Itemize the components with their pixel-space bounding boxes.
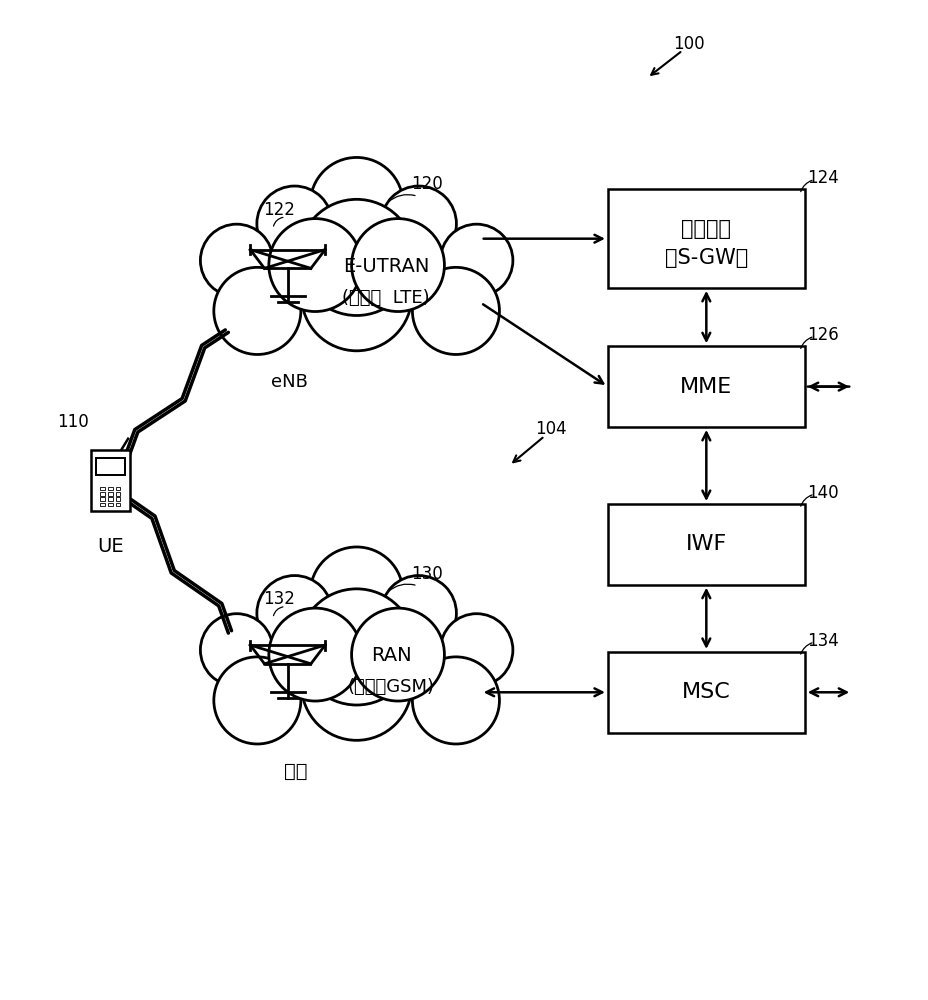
Circle shape: [351, 608, 444, 701]
Text: 110: 110: [57, 413, 88, 431]
Text: UE: UE: [97, 537, 123, 556]
Circle shape: [213, 267, 301, 354]
Circle shape: [213, 657, 301, 744]
Text: 服务网关: 服务网关: [680, 219, 730, 239]
Bar: [91, 450, 130, 511]
Circle shape: [268, 219, 361, 312]
Text: (例如，GSM): (例如，GSM): [347, 678, 434, 696]
Circle shape: [380, 186, 456, 262]
Circle shape: [310, 547, 403, 640]
Text: 134: 134: [806, 632, 838, 650]
Text: 124: 124: [806, 169, 838, 187]
Circle shape: [440, 224, 512, 297]
Text: (例如，  LTE): (例如， LTE): [342, 289, 430, 307]
Circle shape: [256, 576, 332, 651]
Bar: [100, 492, 105, 496]
Circle shape: [412, 657, 499, 744]
Text: 130: 130: [410, 565, 442, 583]
Circle shape: [302, 630, 411, 740]
Bar: [108, 487, 112, 490]
Text: 104: 104: [535, 420, 566, 438]
Text: 100: 100: [672, 35, 703, 53]
Circle shape: [298, 199, 414, 315]
Bar: [100, 497, 105, 501]
Circle shape: [298, 589, 414, 705]
Circle shape: [200, 614, 273, 686]
Text: MSC: MSC: [681, 682, 730, 702]
Bar: [108, 503, 112, 506]
Circle shape: [200, 224, 273, 297]
Bar: [97, 458, 124, 475]
Circle shape: [256, 186, 332, 262]
Bar: [116, 503, 121, 506]
Circle shape: [268, 608, 361, 701]
Bar: [116, 497, 121, 501]
Bar: [116, 487, 121, 490]
Circle shape: [412, 267, 499, 354]
Text: RAN: RAN: [370, 646, 411, 665]
Text: 120: 120: [410, 175, 442, 193]
Text: 122: 122: [263, 201, 294, 219]
Circle shape: [440, 614, 512, 686]
Text: 132: 132: [263, 590, 294, 608]
Circle shape: [351, 219, 444, 312]
Bar: [116, 492, 121, 496]
Text: （S-GW）: （S-GW）: [664, 248, 747, 268]
Text: MME: MME: [679, 377, 731, 397]
Circle shape: [310, 157, 403, 250]
Bar: [607, 189, 804, 288]
Bar: [108, 497, 112, 501]
Bar: [607, 652, 804, 733]
Text: E-UTRAN: E-UTRAN: [342, 257, 429, 276]
Circle shape: [380, 576, 456, 651]
Text: 140: 140: [806, 484, 838, 502]
Text: 126: 126: [806, 326, 838, 344]
Bar: [108, 492, 112, 496]
Bar: [607, 504, 804, 585]
Text: 基站: 基站: [284, 762, 307, 781]
Text: eNB: eNB: [271, 373, 308, 391]
Bar: [100, 503, 105, 506]
Bar: [100, 487, 105, 490]
Circle shape: [302, 240, 411, 351]
Bar: [607, 346, 804, 427]
Text: IWF: IWF: [685, 534, 727, 554]
